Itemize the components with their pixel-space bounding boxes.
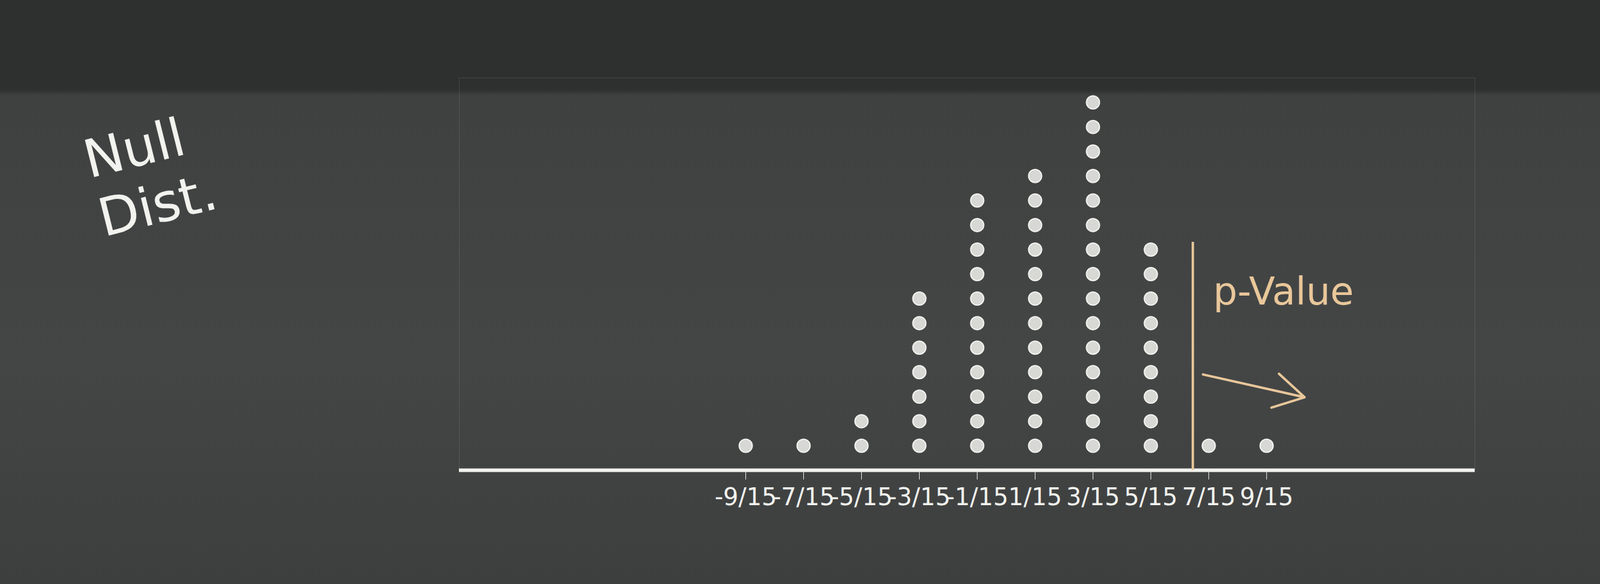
svg-text:-5/15: -5/15 [830, 482, 893, 511]
svg-text:3/15: 3/15 [1066, 482, 1121, 511]
html-text:Null: Null [77, 106, 192, 191]
svg-text:-7/15: -7/15 [772, 482, 835, 511]
svg-text:1/15: 1/15 [1008, 482, 1063, 511]
svg-text:-1/15: -1/15 [945, 482, 1008, 511]
svg-text:-9/15: -9/15 [714, 482, 777, 511]
html-text:Dist.: Dist. [92, 160, 224, 249]
svg-text:5/15: 5/15 [1123, 482, 1178, 511]
svg-text:p-Value: p-Value [1213, 269, 1355, 314]
svg-text:7/15: 7/15 [1182, 482, 1236, 511]
svg-text:9/15: 9/15 [1239, 482, 1294, 511]
svg-text:-3/15: -3/15 [888, 482, 951, 511]
